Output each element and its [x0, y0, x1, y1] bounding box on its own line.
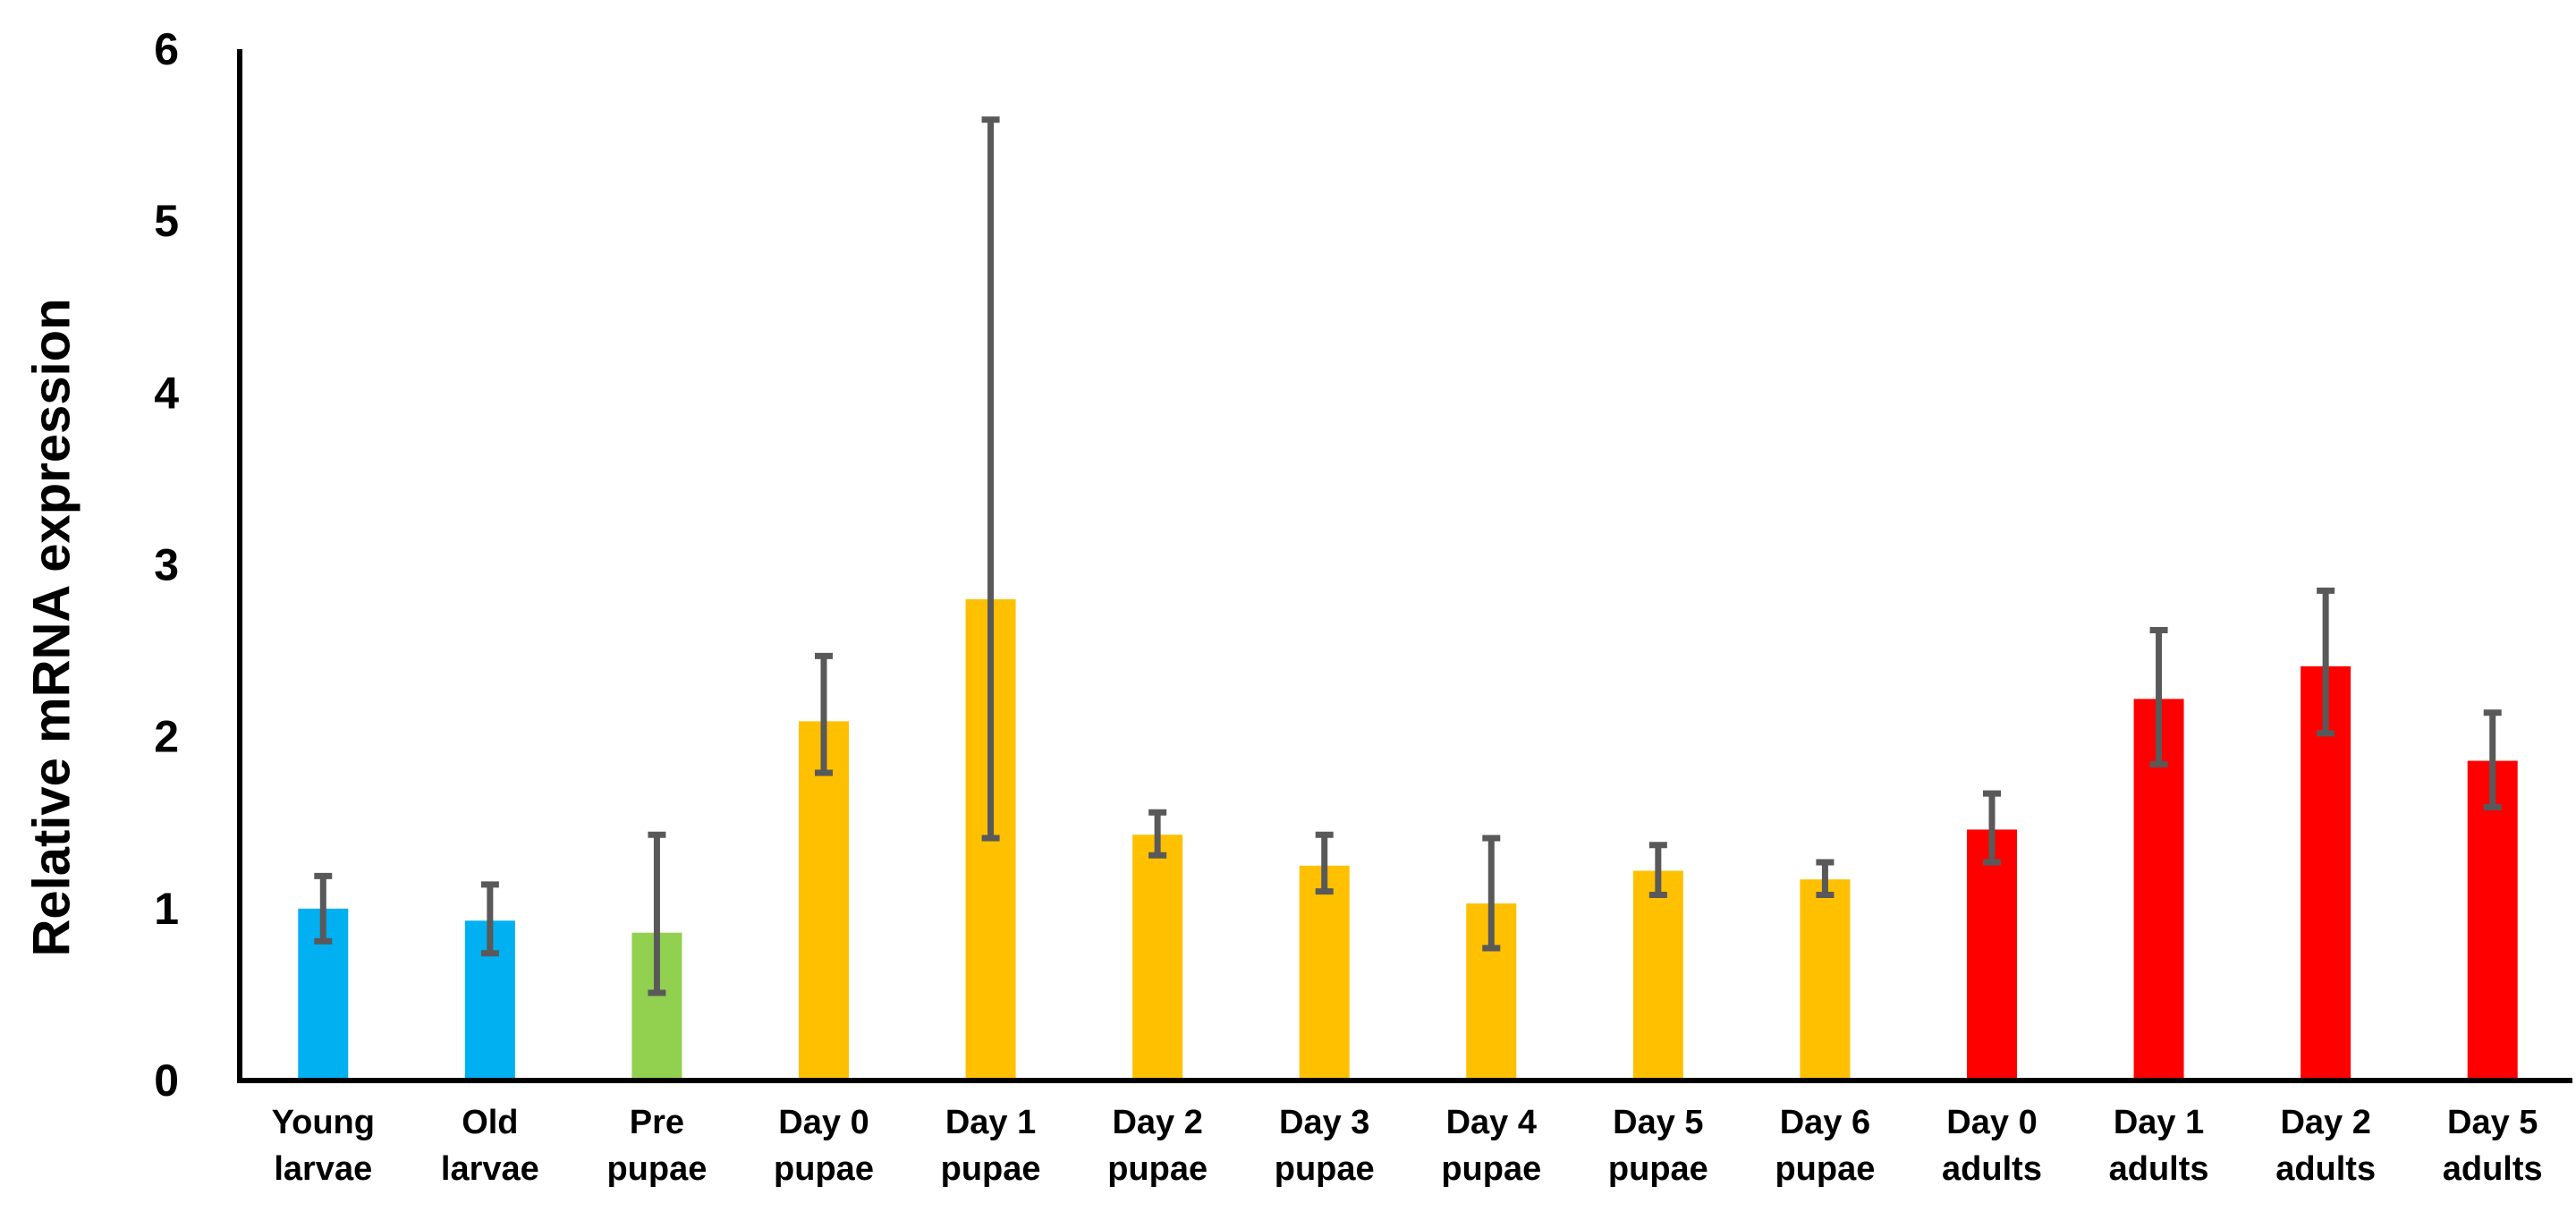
error-bar — [480, 881, 499, 957]
y-tick-label: 5 — [154, 196, 179, 246]
x-category-label: Day 0 adults — [1942, 1104, 2042, 1188]
x-category-label-line: Old — [462, 1104, 518, 1141]
x-category-label-line: pupae — [606, 1150, 707, 1188]
error-bar — [1816, 859, 1835, 898]
x-category-label-line: Day 3 — [1279, 1104, 1369, 1141]
x-category-label-line: Day 0 — [778, 1104, 869, 1141]
x-category-label-line: pupae — [1107, 1150, 1208, 1188]
bar — [1967, 829, 2017, 1081]
x-category-label: Day 4 pupae — [1441, 1104, 1541, 1188]
error-bar — [1315, 831, 1334, 895]
error-bar — [2317, 587, 2335, 737]
bar — [1800, 879, 1851, 1081]
x-category-label: Pre pupae — [606, 1104, 707, 1188]
x-category-label-line: Day 4 — [1446, 1104, 1537, 1141]
x-category-label-line: Young — [272, 1104, 375, 1141]
error-bar — [314, 872, 333, 945]
x-category-label-line: larvae — [274, 1150, 372, 1188]
x-category-label-line: Day 0 — [1946, 1104, 2037, 1141]
y-tick-label: 6 — [154, 24, 179, 74]
error-bar — [1148, 809, 1167, 859]
x-category-label: Day 2 adults — [2275, 1104, 2376, 1188]
bars — [298, 598, 2518, 1081]
x-category-label: Day 1 pupae — [941, 1104, 1041, 1188]
x-category-label-line: Day 1 — [2114, 1104, 2204, 1141]
x-category-label-line: Day 2 — [1112, 1104, 1202, 1141]
x-category-label-line: larvae — [441, 1150, 539, 1188]
x-category-label: Day 2 pupae — [1107, 1104, 1208, 1188]
bar — [799, 721, 849, 1081]
y-tick-label: 2 — [154, 712, 179, 762]
y-tick-label: 1 — [154, 884, 179, 934]
x-category-label: Day 6 pupae — [1775, 1104, 1875, 1188]
x-category-label: Day 5 adults — [2443, 1104, 2543, 1188]
x-category-label-line: pupae — [1275, 1150, 1375, 1188]
x-category-label: Day 1 adults — [2109, 1104, 2209, 1188]
y-axis-title: Relative mRNA expression — [22, 298, 80, 956]
y-tick-label: 3 — [154, 540, 179, 590]
bar — [1632, 870, 1683, 1081]
bar — [1132, 835, 1183, 1081]
x-category-label-line: pupae — [941, 1150, 1041, 1188]
x-category-label-line: Day 1 — [945, 1104, 1036, 1141]
x-category-label-line: adults — [2275, 1150, 2376, 1188]
x-category-label: Day 5 pupae — [1608, 1104, 1708, 1188]
error-bar — [1983, 790, 2001, 866]
x-category-label: Young larvae — [272, 1104, 375, 1188]
x-category-label-line: adults — [2443, 1150, 2543, 1188]
x-category-label-line: pupae — [1441, 1150, 1541, 1188]
x-category-label-line: pupae — [1775, 1150, 1875, 1188]
x-category-label-line: Pre — [630, 1104, 684, 1141]
error-bar — [1648, 842, 1667, 898]
error-bar — [981, 116, 1000, 842]
bar — [1299, 865, 1350, 1081]
y-tick-label: 4 — [154, 368, 179, 418]
x-category-label-line: pupae — [1608, 1150, 1708, 1188]
error-bar — [2483, 709, 2502, 810]
x-category-label-line: adults — [2109, 1150, 2209, 1188]
x-category-label-line: Day 5 — [2447, 1104, 2538, 1141]
y-tick-labels: 0 1 2 3 4 5 6 — [154, 24, 179, 1106]
error-bar — [1482, 835, 1501, 952]
error-bars — [314, 116, 2502, 996]
x-category-label-line: adults — [1942, 1150, 2042, 1188]
x-category-label-line: Day 5 — [1613, 1104, 1703, 1141]
y-tick-label: 0 — [154, 1055, 179, 1106]
x-category-label: Old larvae — [441, 1104, 539, 1188]
x-category-label-line: Day 6 — [1780, 1104, 1870, 1141]
x-category-label: Day 3 pupae — [1275, 1104, 1375, 1188]
error-bar — [2149, 627, 2168, 767]
x-category-label-line: Day 2 — [2280, 1104, 2370, 1141]
axes — [237, 49, 2572, 1083]
x-category-label-line: pupae — [774, 1150, 874, 1188]
error-bar — [648, 831, 666, 996]
x-category-label: Day 0 pupae — [774, 1104, 874, 1188]
error-bar — [815, 652, 833, 776]
bar — [2467, 760, 2518, 1081]
